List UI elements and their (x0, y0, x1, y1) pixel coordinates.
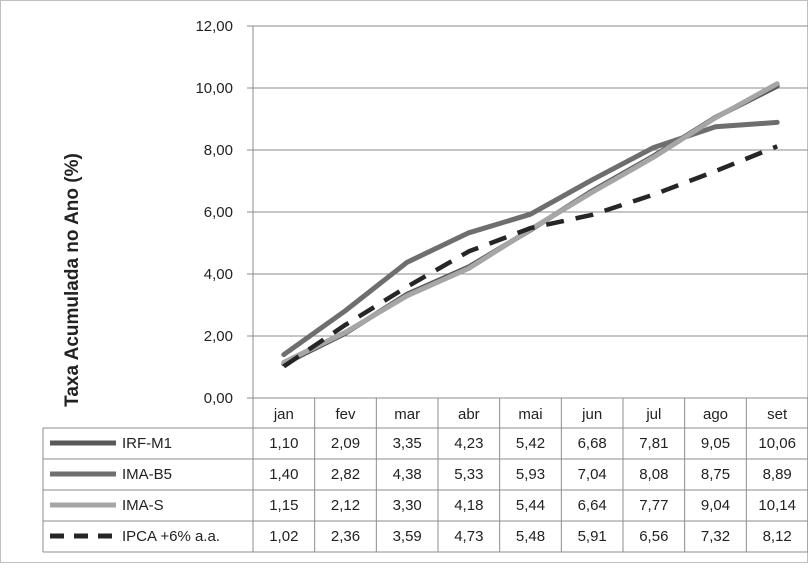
x-category-label: mar (394, 406, 420, 423)
data-table-cell: 1,02 (269, 528, 298, 545)
data-table-cell: 2,82 (331, 466, 360, 483)
y-tick-label: 2,00 (204, 328, 233, 345)
data-table-cell: 7,77 (639, 497, 668, 514)
data-table-cell: 4,73 (454, 528, 483, 545)
data-table-cell: 8,08 (639, 466, 668, 483)
x-category-label: ago (703, 406, 728, 423)
data-table-cell: 5,48 (516, 528, 545, 545)
data-table-cell: 1,15 (269, 497, 298, 514)
data-table-cell: 8,12 (763, 528, 792, 545)
legend-label: IMA-S (122, 497, 164, 514)
data-table-cell: 2,36 (331, 528, 360, 545)
data-table-cell: 9,05 (701, 435, 730, 452)
data-table-cell: 1,10 (269, 435, 298, 452)
y-axis-title: Taxa Acumulada no Ano (%) (62, 153, 83, 407)
legend-label: IRF-M1 (122, 435, 172, 452)
data-table-cell: 6,68 (578, 435, 607, 452)
y-tick-label: 12,00 (195, 18, 233, 35)
legend-label: IPCA +6% a.a. (122, 528, 220, 545)
series-line (284, 84, 777, 363)
series-lines (284, 84, 777, 367)
data-table-cell: 7,81 (639, 435, 668, 452)
series-line (284, 146, 777, 366)
data-table-cell: 8,89 (763, 466, 792, 483)
data-table-cell: 4,23 (454, 435, 483, 452)
data-table-cell: 4,18 (454, 497, 483, 514)
data-table-cell: 10,14 (758, 497, 796, 514)
data-table-cell: 5,93 (516, 466, 545, 483)
data-table-cell: 3,35 (393, 435, 422, 452)
data-table-cell: 5,42 (516, 435, 545, 452)
data-table-cell: 8,75 (701, 466, 730, 483)
x-category-label: set (767, 406, 788, 423)
data-table-cell: 3,30 (393, 497, 422, 514)
y-tick-label: 6,00 (204, 204, 233, 221)
y-tick-label: 10,00 (195, 80, 233, 97)
x-category-label: fev (335, 406, 356, 423)
y-tick-label: 0,00 (204, 390, 233, 407)
series-line (284, 122, 777, 354)
x-category-label: jan (273, 406, 294, 423)
data-table-cell: 7,04 (578, 466, 607, 483)
data-table: jan fev mar abr mai jun jul ago set IRF-M1 1,10 2,0… (43, 398, 808, 552)
x-category-label: jul (645, 406, 661, 423)
data-table-cell: 5,44 (516, 497, 545, 514)
y-axis-ticks: 0,00 2,00 4,00 6,00 8,00 10,00 12,00 (195, 18, 233, 407)
data-table-cell: 2,09 (331, 435, 360, 452)
data-table-cell: 10,06 (758, 435, 796, 452)
data-table-cell: 1,40 (269, 466, 298, 483)
y-tick-label: 8,00 (204, 142, 233, 159)
data-table-cell: 4,38 (393, 466, 422, 483)
data-table-cell: 5,91 (578, 528, 607, 545)
x-category-label: mai (518, 406, 542, 423)
data-table-cell: 9,04 (701, 497, 730, 514)
x-category-label: jun (581, 406, 602, 423)
data-table-cell: 3,59 (393, 528, 422, 545)
data-table-cell: 6,64 (578, 497, 607, 514)
data-table-cell: 5,33 (454, 466, 483, 483)
legend-label: IMA-B5 (122, 466, 172, 483)
x-category-label: abr (458, 406, 480, 423)
data-table-cell: 7,32 (701, 528, 730, 545)
y-tick-label: 4,00 (204, 266, 233, 283)
data-table-cell: 6,56 (639, 528, 668, 545)
data-table-cell: 2,12 (331, 497, 360, 514)
